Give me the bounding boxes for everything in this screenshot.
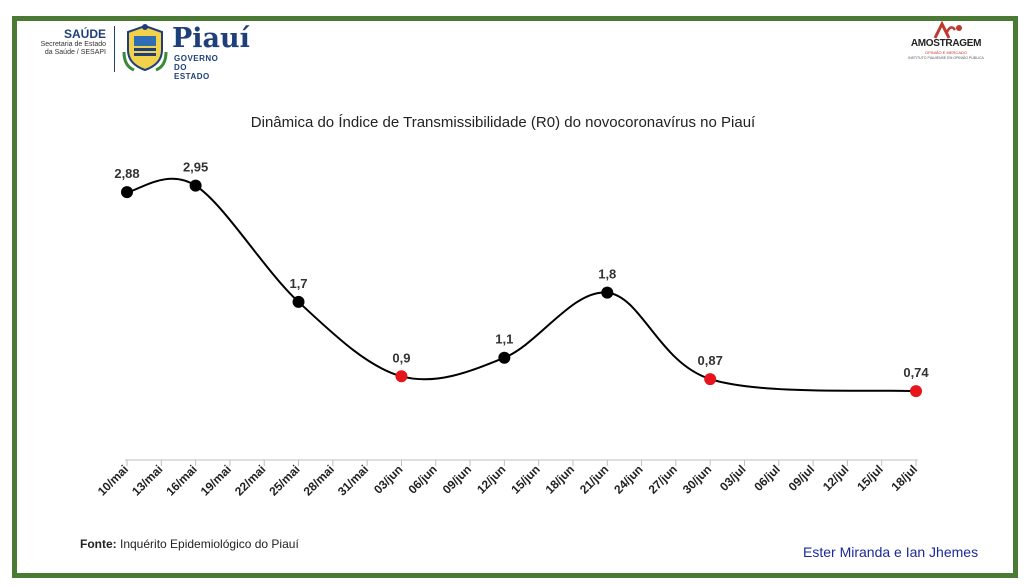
saude-line1: Secretaria de Estado	[40, 41, 106, 48]
logo-separator	[114, 26, 115, 72]
chart-frame	[12, 16, 1018, 578]
x-tick-label: 25/mai	[266, 462, 302, 498]
x-tick-label: 18/jul	[889, 462, 921, 494]
x-tick-label: 03/jun	[371, 462, 405, 496]
data-label: 1,1	[495, 332, 513, 347]
partner-subtitle: OPINIÃO E MERCADO	[924, 50, 967, 55]
x-tick-label: 19/mai	[198, 462, 234, 498]
source-note: Fonte: Inquérito Epidemiológico do Piauí	[80, 537, 299, 551]
x-tick-label: 13/mai	[129, 462, 165, 498]
state-crest-icon	[122, 24, 168, 72]
data-point	[601, 286, 614, 299]
x-tick-label: 15/jul	[854, 462, 886, 494]
x-tick-label: 15/jun	[508, 462, 542, 496]
data-label: 2,88	[114, 166, 139, 181]
state-name: Piauí	[172, 23, 250, 54]
x-tick-label: 31/mai	[335, 462, 371, 498]
data-label: 2,95	[183, 160, 208, 175]
x-tick-label: 21/jun	[577, 462, 611, 496]
data-point	[704, 373, 717, 386]
x-tick-label: 27/jun	[646, 462, 680, 496]
data-point	[189, 179, 202, 192]
x-tick-label: 12/jun	[474, 462, 508, 496]
data-label: 1,8	[598, 267, 616, 282]
data-point	[910, 385, 922, 398]
data-point	[498, 351, 511, 364]
data-point	[292, 295, 305, 308]
series-line	[126, 177, 917, 393]
partner-subtitle-2: INSTITUTO PIAUIENSE EM OPINIÃO PÚBLICA	[908, 56, 984, 60]
data-label: 0,9	[392, 350, 410, 365]
x-tick-label: 16/mai	[163, 462, 199, 498]
source-label: Fonte:	[80, 537, 117, 551]
data-point	[121, 186, 133, 199]
x-tick-label: 18/jun	[543, 462, 577, 496]
x-tick-label: 09/jun	[440, 462, 474, 496]
source-text: Inquérito Epidemiológico do Piauí	[120, 537, 299, 551]
x-tick-label: 06/jun	[405, 462, 439, 496]
data-point	[395, 370, 408, 383]
data-label: 0,74	[903, 365, 929, 380]
saude-line2: da Saúde / SESAPI	[44, 49, 106, 56]
authors-credit: Ester Miranda e Ian Jhemes	[803, 544, 979, 560]
x-tick-label: 10/mai	[95, 462, 131, 498]
x-tick-label: 22/mai	[232, 462, 268, 498]
data-label: 0,87	[698, 353, 723, 368]
x-tick-label: 03/jul	[717, 462, 749, 494]
x-tick-label: 12/jul	[820, 462, 852, 494]
x-tick-label: 06/jul	[751, 462, 783, 494]
data-label: 1,7	[289, 276, 307, 291]
x-tick-label: 09/jul	[786, 462, 818, 494]
state-subtitle: GOVERNO DO ESTADO	[174, 54, 219, 81]
saude-title: SAÚDE	[63, 27, 106, 41]
x-tick-label: 30/jun	[680, 462, 714, 496]
amostragem-mark-icon	[933, 20, 962, 39]
chart-title: Dinâmica do Índice de Transmissibilidade…	[250, 114, 756, 131]
partner-name: AMOSTRAGEM	[910, 38, 982, 49]
x-tick-label: 28/mai	[301, 462, 337, 498]
amostragem-logo: AMOSTRAGEM OPINIÃO E MERCADO INSTITUTO P…	[905, 20, 987, 64]
saude-block: SAÚDE Secretaria de Estado da Saúde / SE…	[22, 28, 106, 57]
x-tick-label: 24/jun	[611, 462, 645, 496]
